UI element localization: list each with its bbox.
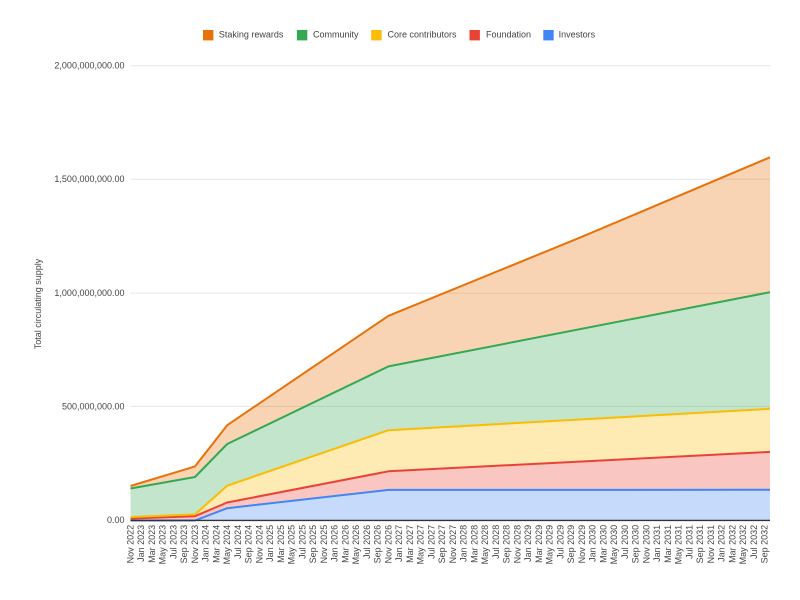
svg-text:Sep 2024: Sep 2024 (244, 525, 254, 564)
svg-text:Investors: Investors (559, 29, 596, 39)
svg-text:Foundation: Foundation (486, 29, 531, 39)
svg-text:1,500,000,000.00: 1,500,000,000.00 (54, 174, 124, 184)
svg-text:Nov 2028: Nov 2028 (512, 525, 522, 564)
svg-text:Mar 2032: Mar 2032 (727, 525, 737, 563)
svg-text:Jul 2032: Jul 2032 (749, 525, 759, 559)
svg-text:Sep 2031: Sep 2031 (695, 525, 705, 564)
svg-text:Jul 2030: Jul 2030 (620, 525, 630, 559)
svg-text:500,000,000.00: 500,000,000.00 (62, 401, 125, 411)
svg-text:Sep 2029: Sep 2029 (566, 525, 576, 564)
svg-text:Jan 2026: Jan 2026 (330, 525, 340, 562)
svg-text:Nov 2024: Nov 2024 (254, 525, 264, 564)
svg-text:Mar 2028: Mar 2028 (469, 525, 479, 563)
svg-text:Mar 2025: Mar 2025 (276, 525, 286, 563)
svg-text:Jan 2024: Jan 2024 (201, 525, 211, 562)
svg-text:Nov 2027: Nov 2027 (448, 525, 458, 564)
svg-text:Mar 2026: Mar 2026 (340, 525, 350, 563)
svg-text:May 2028: May 2028 (480, 525, 490, 565)
svg-text:Sep 2023: Sep 2023 (179, 525, 189, 564)
svg-text:1,000,000,000.00: 1,000,000,000.00 (54, 288, 124, 298)
svg-text:Sep 2025: Sep 2025 (308, 525, 318, 564)
svg-text:Jul 2026: Jul 2026 (362, 525, 372, 559)
svg-text:May 2026: May 2026 (351, 525, 361, 565)
svg-text:Nov 2031: Nov 2031 (706, 525, 716, 564)
svg-text:Jan 2027: Jan 2027 (394, 525, 404, 562)
svg-text:Jan 2023: Jan 2023 (136, 525, 146, 562)
svg-text:2,000,000,000.00: 2,000,000,000.00 (54, 61, 124, 71)
svg-text:Mar 2024: Mar 2024 (211, 525, 221, 563)
svg-text:Sep 2030: Sep 2030 (631, 525, 641, 564)
svg-text:Jan 2031: Jan 2031 (652, 525, 662, 562)
svg-text:May 2024: May 2024 (222, 525, 232, 565)
svg-text:Nov 2022: Nov 2022 (125, 525, 135, 564)
svg-text:Jan 2029: Jan 2029 (523, 525, 533, 562)
svg-text:May 2025: May 2025 (287, 525, 297, 565)
svg-text:Jul 2024: Jul 2024 (233, 525, 243, 559)
svg-text:Jan 2028: Jan 2028 (459, 525, 469, 562)
svg-text:May 2023: May 2023 (158, 525, 168, 565)
svg-text:Mar 2023: Mar 2023 (147, 525, 157, 563)
svg-text:Jul 2028: Jul 2028 (491, 525, 501, 559)
svg-text:Mar 2027: Mar 2027 (405, 525, 415, 563)
svg-text:Jan 2032: Jan 2032 (717, 525, 727, 562)
svg-text:Mar 2030: Mar 2030 (598, 525, 608, 563)
svg-text:Staking rewards: Staking rewards (219, 29, 284, 39)
svg-text:Jul 2029: Jul 2029 (555, 525, 565, 559)
svg-text:Mar 2029: Mar 2029 (534, 525, 544, 563)
svg-text:Jul 2031: Jul 2031 (684, 525, 694, 559)
svg-text:May 2032: May 2032 (738, 525, 748, 565)
svg-text:May 2030: May 2030 (609, 525, 619, 565)
svg-text:Jan 2030: Jan 2030 (588, 525, 598, 562)
svg-text:Nov 2023: Nov 2023 (190, 525, 200, 564)
svg-text:Jul 2027: Jul 2027 (426, 525, 436, 559)
svg-text:Nov 2026: Nov 2026 (383, 525, 393, 564)
svg-text:Sep 2026: Sep 2026 (373, 525, 383, 564)
svg-text:Core contributors: Core contributors (388, 29, 458, 39)
svg-text:Total circulating supply: Total circulating supply (33, 258, 43, 349)
svg-text:May 2027: May 2027 (416, 525, 426, 565)
svg-text:Sep 2028: Sep 2028 (502, 525, 512, 564)
svg-text:May 2029: May 2029 (545, 525, 555, 565)
svg-text:Nov 2030: Nov 2030 (641, 525, 651, 564)
svg-text:Jul 2023: Jul 2023 (168, 525, 178, 559)
svg-text:Jul 2025: Jul 2025 (297, 525, 307, 559)
svg-text:Nov 2029: Nov 2029 (577, 525, 587, 564)
svg-text:Sep 2027: Sep 2027 (437, 525, 447, 564)
svg-text:Nov 2025: Nov 2025 (319, 525, 329, 564)
svg-text:May 2031: May 2031 (674, 525, 684, 565)
svg-text:Jan 2025: Jan 2025 (265, 525, 275, 562)
svg-text:0.00: 0.00 (107, 515, 125, 525)
svg-text:Mar 2031: Mar 2031 (663, 525, 673, 563)
svg-text:Sep 2032: Sep 2032 (760, 525, 770, 564)
svg-text:Community: Community (313, 29, 359, 39)
